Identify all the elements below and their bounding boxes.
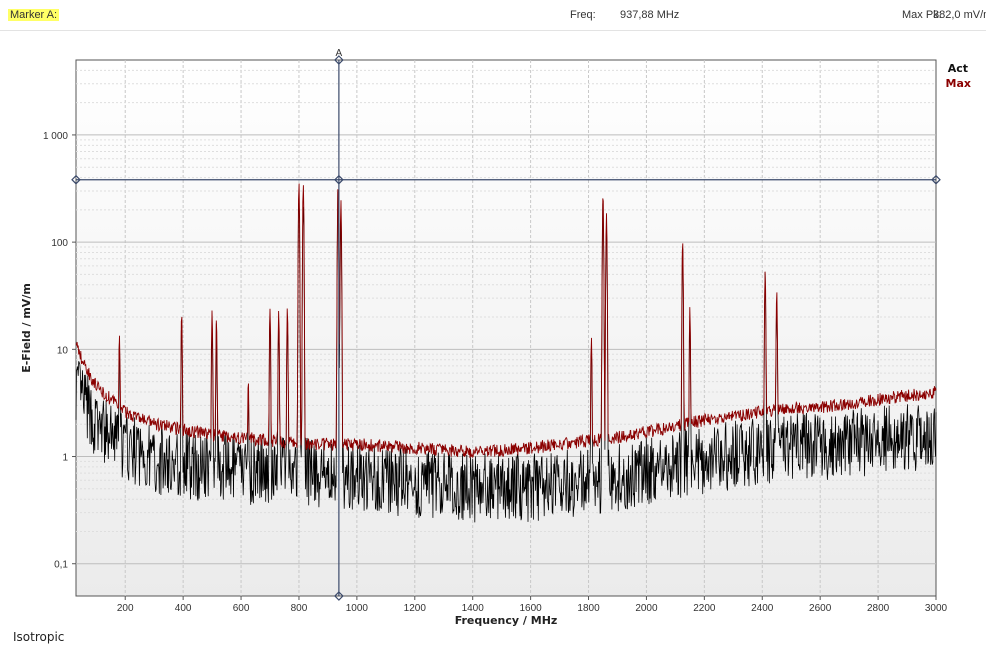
y-tick-label: 100: [51, 238, 68, 249]
plot-background: [75, 59, 937, 597]
marker-handle-icon: [334, 591, 344, 601]
x-tick-label: 2000: [635, 603, 658, 614]
marker-handle-icon: [931, 174, 941, 185]
x-tick-label: 1600: [519, 603, 542, 614]
x-tick-label: 3000: [925, 603, 948, 614]
y-axis-label: E-Field / mV/m: [20, 283, 33, 373]
y-axis-ticks: 0,1 1 10 100 1 000: [43, 131, 76, 571]
y-tick-label: 10: [57, 345, 69, 356]
marker-handle-icon: [334, 55, 344, 65]
x-axis-ticks: 200 400 600 800 1000 1200 1400 1600 1800 2000 2200…: [117, 596, 948, 614]
marker-handle-icon: [334, 174, 344, 185]
x-tick-label: 1800: [577, 603, 600, 614]
freq-value: 937,88 MHz: [620, 9, 680, 21]
x-tick-label: 2600: [809, 603, 832, 614]
freq-label: Freq:: [570, 9, 596, 21]
legend-max: Max: [946, 77, 971, 90]
x-tick-label: 2400: [751, 603, 774, 614]
spectrum-chart[interactable]: A 200 400 600 800 1000 1200 1400 1600 1800 2000 22…: [0, 30, 986, 630]
x-tick-label: 600: [233, 603, 250, 614]
marker-handle-icon: [71, 174, 81, 185]
footer-mode: Isotropic: [13, 630, 65, 644]
y-tick-label: 1 000: [43, 131, 68, 142]
x-tick-label: 1400: [462, 603, 485, 614]
marker-label: Marker A:: [8, 9, 60, 21]
x-tick-label: 2200: [693, 603, 716, 614]
x-tick-label: 400: [175, 603, 192, 614]
series-line-act: [75, 190, 937, 523]
x-tick-label: 1200: [404, 603, 427, 614]
x-tick-label: 200: [117, 603, 134, 614]
series-layer: [75, 183, 937, 523]
marker-name: A: [336, 48, 343, 59]
marker-cursors[interactable]: A: [71, 48, 941, 601]
x-axis-label: Frequency / MHz: [455, 614, 558, 627]
y-tick-label: 0,1: [54, 560, 68, 571]
max-peak-label: Max Pk:: [902, 9, 942, 21]
x-tick-label: 2800: [867, 603, 890, 614]
marker-info-bar: Marker A: Freq: 937,88 MHz Max Pk: 382,0…: [0, 0, 986, 31]
legend-act: Act: [948, 62, 968, 75]
series-line-max: [75, 183, 937, 459]
x-tick-label: 1000: [346, 603, 369, 614]
x-tick-label: 800: [291, 603, 308, 614]
y-tick-label: 1: [62, 453, 68, 464]
max-peak-value: 382,0 mV/m: [933, 9, 986, 21]
